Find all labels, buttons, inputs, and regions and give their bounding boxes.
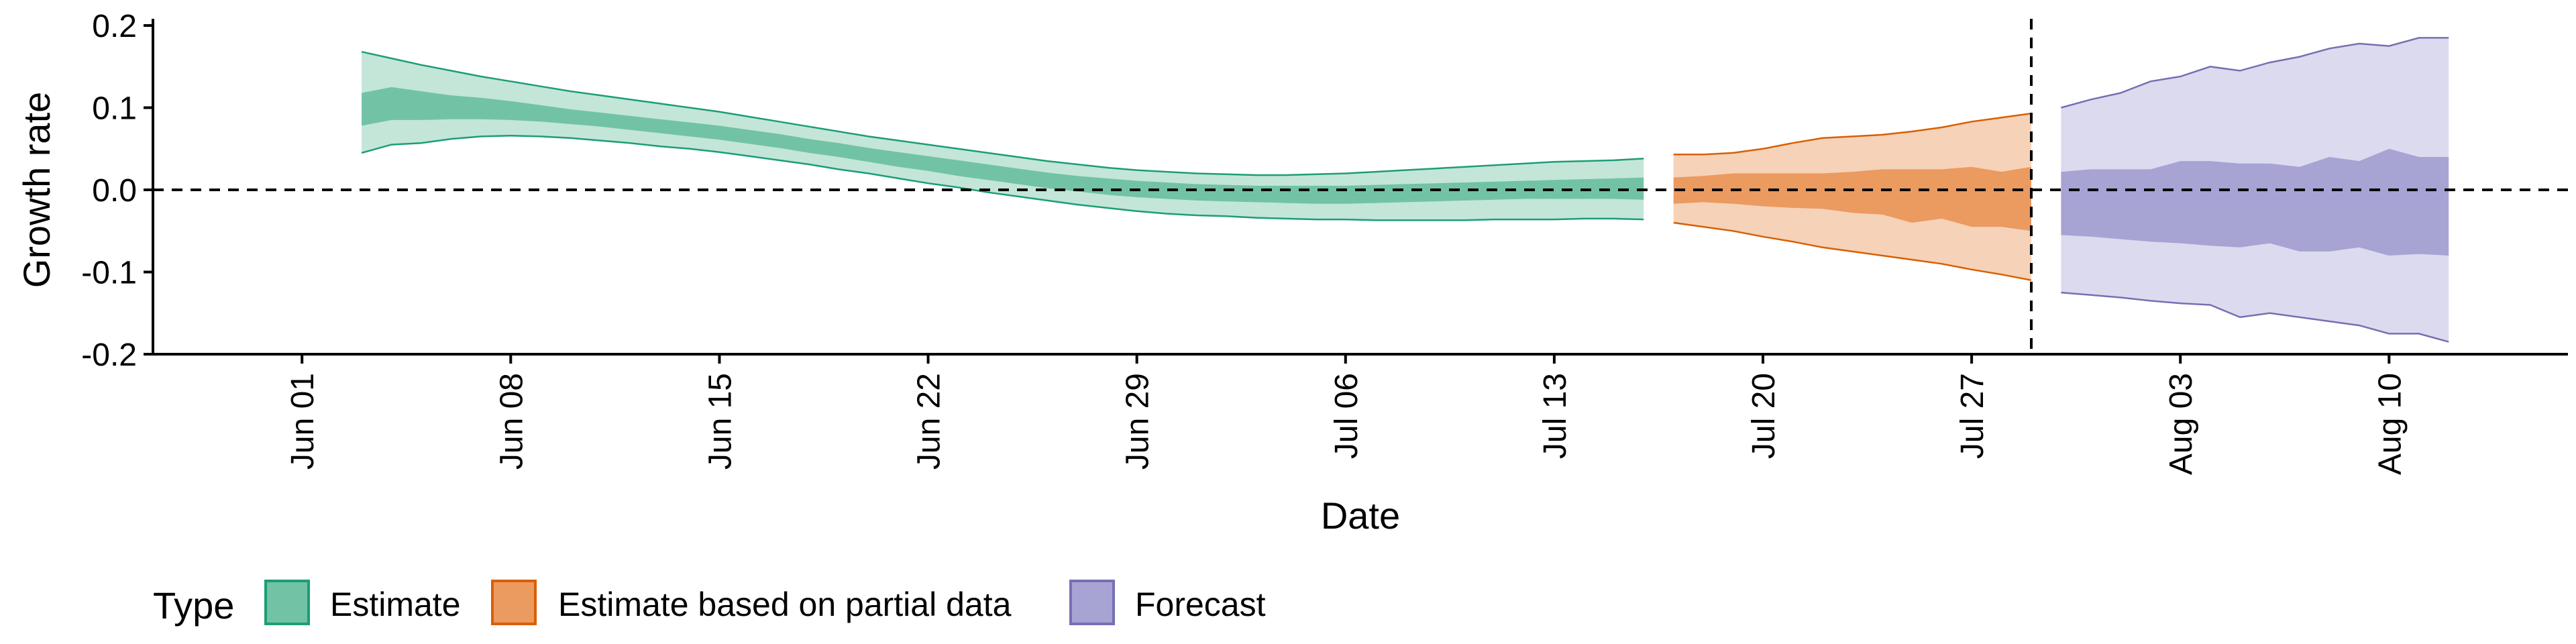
reference-lines bbox=[153, 19, 2568, 354]
estimate-based-on-partial-data-upper-edge bbox=[1673, 112, 2032, 156]
x-tick-label: Jul 06 bbox=[1329, 373, 1364, 459]
legend-label-estimate: Estimate bbox=[330, 586, 461, 623]
y-tick-label: -0.2 bbox=[81, 337, 137, 373]
forecast-inner-band bbox=[2061, 148, 2449, 256]
ribbon-layer bbox=[361, 37, 2449, 343]
y-tick-label: 0.1 bbox=[92, 91, 137, 127]
x-tick-label: Jun 15 bbox=[702, 373, 738, 470]
x-tick-label: Aug 10 bbox=[2372, 373, 2408, 475]
estimate-lower-edge bbox=[361, 134, 1644, 221]
axes: -0.2 -0.1 0.0 0.1 0.2 Jun 01 Jun 08 Jun 15 Jun 2… bbox=[81, 9, 2568, 475]
legend-key-estimate bbox=[264, 580, 310, 625]
legend-key-forecast bbox=[1069, 580, 1115, 625]
legend-label-forecast: Forecast bbox=[1135, 586, 1266, 623]
x-tick-label: Jun 22 bbox=[912, 373, 947, 470]
x-tick-label: Jul 27 bbox=[1955, 373, 1990, 459]
legend-key-estimate-based-on-partial-data bbox=[491, 580, 537, 625]
legend-label-estimate-based-on-partial-data: Estimate based on partial data bbox=[558, 586, 1012, 623]
forecast-upper-edge bbox=[2061, 37, 2449, 109]
x-tick-label: Jul 13 bbox=[1538, 373, 1573, 459]
estimate-outer-band bbox=[362, 52, 1644, 221]
estimate-based-on-partial-data-lower-edge bbox=[1673, 221, 2032, 281]
x-tick-label: Jun 08 bbox=[494, 373, 529, 470]
estimate-inner-band bbox=[362, 87, 1644, 204]
forecast-lower-edge bbox=[2061, 291, 2449, 343]
y-tick-label: 0.0 bbox=[92, 173, 137, 209]
y-axis-title: Growth rate bbox=[15, 92, 58, 288]
y-tick-label: 0.2 bbox=[92, 9, 137, 44]
x-axis-title: Date bbox=[1321, 494, 1400, 537]
legend: Type Estimate Estimate based on partial d… bbox=[153, 580, 1266, 627]
x-tick-label: Jun 29 bbox=[1120, 373, 1156, 470]
x-tick-label: Jun 01 bbox=[285, 373, 321, 470]
y-tick-label: -0.1 bbox=[81, 256, 137, 291]
estimate-based-on-partial-data-inner-band bbox=[1673, 166, 2031, 231]
estimate-upper-edge bbox=[361, 50, 1644, 176]
legend-title: Type bbox=[153, 584, 234, 627]
x-tick-label: Jul 20 bbox=[1746, 373, 1782, 459]
x-tick-label: Aug 03 bbox=[2163, 373, 2199, 475]
